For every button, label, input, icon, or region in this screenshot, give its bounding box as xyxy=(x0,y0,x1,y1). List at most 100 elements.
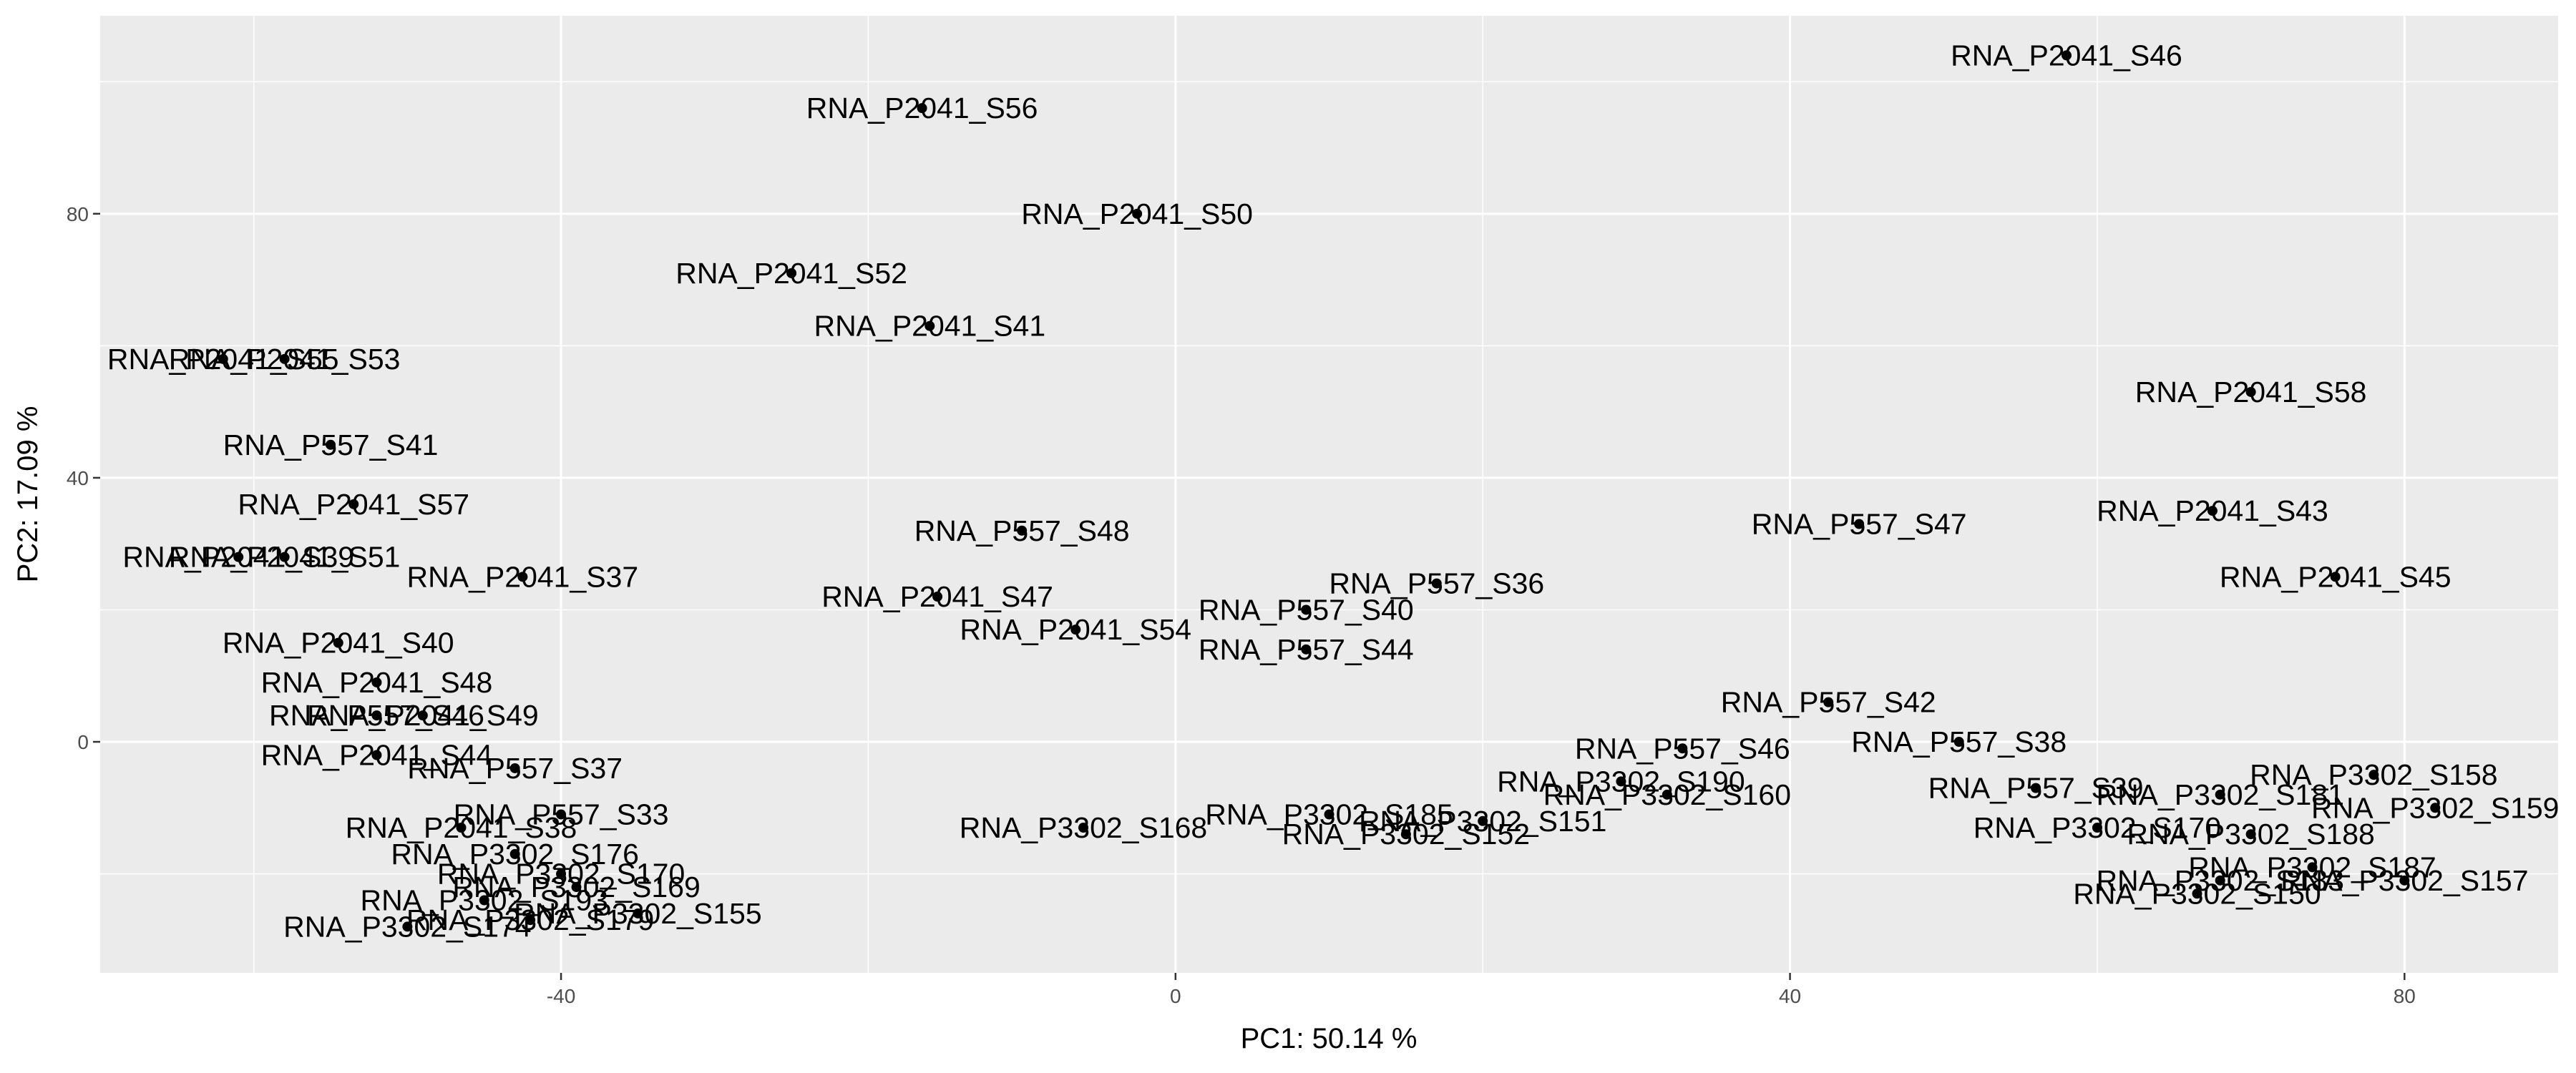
data-point xyxy=(279,353,290,364)
data-point-label: RNA_P3302_S170 xyxy=(437,858,685,891)
x-axis-title: PC1: 50.14 % xyxy=(1241,1023,1418,1054)
data-point xyxy=(348,499,359,509)
data-point xyxy=(633,908,643,918)
data-point xyxy=(218,353,228,364)
data-point xyxy=(1677,743,1688,754)
data-point xyxy=(2330,572,2341,582)
data-point-label: RNA_P2041_S49 xyxy=(307,699,539,732)
data-point-label: RNA_P557_S46 xyxy=(269,699,484,732)
data-point-label: RNA_P2041_S39 xyxy=(122,541,354,574)
data-point xyxy=(786,268,797,278)
data-point-label: RNA_P3302_S155 xyxy=(514,897,761,930)
data-point-label: RNA_P3302_S174 xyxy=(283,910,531,943)
y-axis-title: PC2: 17.09 % xyxy=(12,406,44,583)
data-point xyxy=(932,592,943,602)
data-point xyxy=(2307,862,2318,873)
data-point xyxy=(479,895,489,906)
data-point-label: RNA_P557_S46 xyxy=(1575,732,1790,765)
data-point-label: RNA_P3302_S188 xyxy=(2127,818,2374,851)
data-point xyxy=(1078,822,1088,833)
data-point-label: RNA_P3302_S190 xyxy=(1497,765,1745,798)
data-point-label: RNA_P2041_S48 xyxy=(261,666,493,699)
data-point xyxy=(509,763,520,773)
data-point-label: RNA_P557_S41 xyxy=(223,428,439,461)
data-point-label: RNA_P2041_S38 xyxy=(346,811,577,844)
data-point xyxy=(556,809,567,820)
data-point-label: RNA_P557_S47 xyxy=(1752,508,1967,541)
data-point xyxy=(326,439,336,450)
data-point xyxy=(2207,506,2218,516)
data-point-label: RNA_P3302_S150 xyxy=(2073,877,2321,910)
data-point-label: RNA_P557_S48 xyxy=(914,514,1130,547)
data-point xyxy=(2399,875,2410,886)
data-point-label: RNA_P557_S39 xyxy=(1928,772,2144,805)
data-point xyxy=(402,921,413,932)
data-point-label: RNA_P2041_S54 xyxy=(960,613,1191,646)
data-point xyxy=(2092,822,2102,833)
data-point-label: RNA_P3302_S152 xyxy=(1282,818,1530,851)
data-point xyxy=(456,822,467,833)
x-tick-label: 80 xyxy=(2394,985,2416,1007)
data-point-label: RNA_P2041_S44 xyxy=(261,738,493,771)
data-point xyxy=(1854,519,1865,529)
data-point-label: RNA_P557_S42 xyxy=(1721,686,1936,719)
data-point xyxy=(1953,737,1964,748)
data-point xyxy=(1301,604,1312,615)
y-axis-ticks: 0 40 80 xyxy=(67,203,100,753)
data-point xyxy=(2430,803,2441,813)
data-point-label: RNA_P3302_S176 xyxy=(391,838,638,871)
data-point xyxy=(571,882,582,893)
data-point-label: RNA_P3302_S179 xyxy=(406,903,654,936)
data-point xyxy=(2245,829,2256,840)
y-tick-label: 0 xyxy=(77,731,89,753)
data-point xyxy=(2368,770,2379,780)
data-point xyxy=(371,710,382,721)
data-point-label: RNA_P3302_S187 xyxy=(2188,851,2436,883)
data-point xyxy=(2062,50,2072,61)
data-point xyxy=(517,572,528,582)
data-point xyxy=(1823,697,1834,707)
data-point xyxy=(279,552,290,562)
minor-gridlines xyxy=(100,16,2558,973)
data-point-label: RNA_P2041_S43 xyxy=(2097,494,2328,527)
data-point-label: RNA_P3302_S185 xyxy=(1205,798,1453,831)
data-point-label: RNA_P557_S40 xyxy=(1199,593,1414,626)
data-point-label: RNA_P2041_S55 xyxy=(107,343,339,376)
data-point-label: RNA_P2041_S45 xyxy=(2220,560,2451,593)
data-point xyxy=(1431,578,1442,589)
data-point-label: RNA_P3302_S169 xyxy=(452,871,700,903)
data-point-label: RNA_P3302_S158 xyxy=(2250,758,2497,791)
data-point-label: RNA_P2041_S40 xyxy=(223,627,454,660)
data-point-label: RNA_P3302_S168 xyxy=(960,811,1207,844)
data-point-label: RNA_P2041_S37 xyxy=(407,560,639,593)
data-point xyxy=(1616,776,1626,787)
y-tick-label: 40 xyxy=(67,467,89,489)
data-point xyxy=(2215,875,2225,886)
data-point xyxy=(1132,208,1143,219)
point-labels: RNA_P2041_S46 RNA_P2041_S56 RNA_P2041_S50 R… xyxy=(107,39,2559,943)
data-point xyxy=(417,710,428,721)
data-point-label: RNA_P557_S33 xyxy=(454,798,669,831)
data-point xyxy=(1324,809,1335,820)
data-point-label: RNA_P3302_S151 xyxy=(1359,805,1606,838)
data-point xyxy=(2192,888,2202,899)
data-points xyxy=(218,50,2441,932)
data-point xyxy=(1301,644,1312,655)
data-point-label: RNA_P557_S36 xyxy=(1329,567,1544,600)
data-point xyxy=(233,552,244,562)
x-axis-ticks: -40 0 40 80 xyxy=(547,973,2416,1007)
data-point-label: RNA_P2041_S53 xyxy=(169,343,401,376)
data-point-label: RNA_P3302_S159 xyxy=(2311,791,2559,824)
data-point-label: RNA_P557_S44 xyxy=(1199,633,1414,666)
data-point-label: RNA_P3302_S170 xyxy=(1974,811,2221,844)
data-point-label: RNA_P2041_S51 xyxy=(169,541,401,574)
data-point-label: RNA_P2041_S52 xyxy=(675,257,907,290)
data-point xyxy=(525,915,536,926)
data-point-label: RNA_P2041_S41 xyxy=(814,310,1045,343)
data-point-label: RNA_P3302_S193 xyxy=(360,883,608,916)
data-point-label: RNA_P557_S37 xyxy=(407,752,623,785)
data-point xyxy=(371,677,382,687)
data-point xyxy=(1400,829,1411,840)
data-point xyxy=(371,750,382,760)
